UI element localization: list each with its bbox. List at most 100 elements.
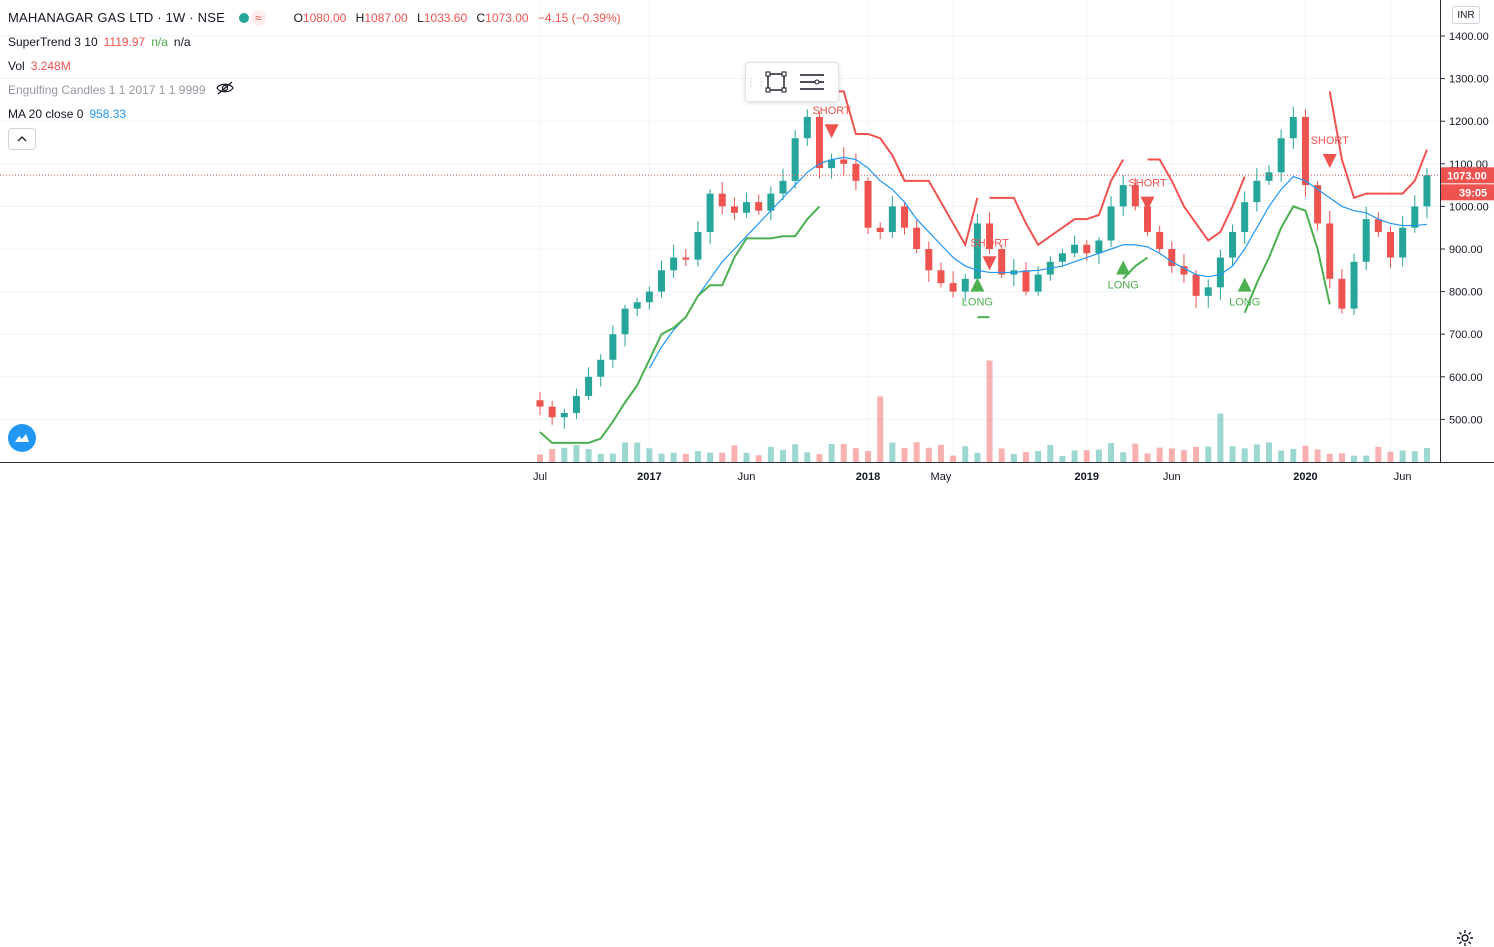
volume-bar [1302, 445, 1309, 462]
candle-body [1144, 206, 1151, 232]
short-label: SHORT [812, 105, 851, 117]
long-label: LONG [1229, 297, 1260, 309]
candle-body [1350, 261, 1358, 309]
lines-settings-icon [800, 74, 824, 90]
volume-bar [707, 452, 714, 462]
time-axis[interactable]: Jul 2017 Jun 2018 May 2019 Jun 2020 Jun [0, 462, 1494, 946]
candle-body [670, 257, 678, 271]
volume-bar [1363, 455, 1370, 462]
candle-body [621, 308, 629, 335]
short-arrow [1322, 154, 1337, 169]
supertrend-row[interactable]: SuperTrend 3 10 1119.97 n/a n/a [8, 30, 627, 54]
volume-bar [1253, 444, 1260, 462]
candle-body [791, 138, 799, 181]
candle-body [1423, 175, 1431, 207]
candle-body [961, 278, 969, 292]
volume-bar [694, 451, 701, 462]
candle-body [888, 206, 896, 232]
volume-bar [1083, 450, 1090, 462]
price-tick-label: 1000.00 [1449, 201, 1489, 213]
candle-body [1204, 287, 1212, 296]
market-status-dot [239, 13, 249, 23]
price-tick-label: 1200.00 [1449, 116, 1489, 128]
volume-bar [1290, 448, 1297, 462]
candle-body [633, 302, 641, 309]
drag-handle-icon[interactable]: ⋮⋮ [746, 76, 766, 88]
volume-bar [1180, 450, 1187, 462]
candle-body [1338, 278, 1346, 309]
price-tick-label: 1300.00 [1449, 74, 1489, 86]
long-arrow [970, 277, 985, 292]
candle-body [1326, 223, 1334, 279]
ohlc-low-label: L [417, 11, 424, 25]
gear-icon[interactable] [1456, 929, 1474, 947]
candle-body [1058, 253, 1066, 262]
collapse-legend-button[interactable] [8, 128, 36, 150]
candle-body [901, 206, 908, 228]
candle-body [1289, 116, 1297, 139]
ohlc-high-label: H [355, 11, 365, 25]
supertrend-up-line [539, 205, 821, 444]
volume-bar [986, 360, 993, 462]
volume-bar [1278, 450, 1285, 462]
supertrend-down-line [831, 90, 979, 248]
candle-body [815, 116, 823, 169]
volume-row[interactable]: Vol 3.248M [8, 54, 627, 78]
volume-bar [731, 445, 738, 462]
engulfing-row[interactable]: Engulfing Candles 1 1 2017 1 1 9999 [8, 78, 627, 102]
tradingview-logo[interactable] [8, 424, 36, 452]
volume-bar [816, 454, 823, 462]
candle-body [1034, 274, 1042, 292]
ma-line [648, 156, 1428, 369]
countdown-label: 39:05 [1459, 187, 1487, 199]
time-tick-label: Jun [1394, 471, 1412, 483]
volume-bar [937, 444, 944, 462]
currency-badge[interactable]: INR [1452, 6, 1480, 24]
volume-bar [865, 450, 872, 462]
long-arrow [1116, 260, 1131, 275]
candle-body [1180, 266, 1188, 275]
volume-bar [682, 453, 689, 462]
volume-bar [670, 452, 677, 462]
volume-bar [634, 442, 641, 462]
candle-body [1022, 270, 1030, 292]
candle-body [560, 413, 568, 418]
candle-body [937, 270, 945, 284]
candle-body [1399, 227, 1407, 258]
volume-bar [877, 396, 884, 462]
volume-bar [561, 447, 568, 462]
candle-body [840, 159, 848, 164]
candle-body [743, 202, 751, 213]
price-axis[interactable]: 500.00 600.00 700.00 800.00 900.00 1000.00 110… [1440, 0, 1494, 462]
candle-body [779, 180, 787, 194]
volume-bar [1095, 449, 1102, 462]
supertrend-down-line [1147, 158, 1246, 242]
volume-bar [1059, 455, 1066, 462]
volume-bar [1229, 446, 1236, 462]
volume-bar [840, 443, 847, 462]
time-tick-label: Jun [738, 471, 756, 483]
candle-body [755, 202, 763, 211]
volume-bar [1193, 446, 1200, 462]
volume-bar [1035, 451, 1042, 462]
wave-icon[interactable]: ≈ [251, 10, 266, 26]
eye-hidden-icon[interactable] [215, 78, 234, 102]
chevron-up-icon [17, 136, 27, 142]
candle-body [973, 223, 981, 279]
short-arrow [1140, 196, 1155, 211]
volume-bar [925, 447, 932, 462]
ma-name: MA 20 close 0 [8, 107, 84, 121]
volume-bar [1411, 451, 1418, 462]
ohlc-low-value: 1033.60 [423, 11, 468, 25]
chart-pane[interactable]: SHORT LONG SHORT LONG SHORT LONG SHORT [0, 0, 1440, 462]
symbol-title[interactable]: MAHANAGAR GAS LTD · 1W · NSE [8, 10, 225, 25]
price-chart-svg[interactable]: SHORT LONG SHORT LONG SHORT LONG SHORT [0, 0, 1440, 462]
volume-bar [974, 452, 981, 462]
candle-body [1301, 116, 1309, 186]
candle-body [1071, 244, 1079, 254]
settings-lines-button[interactable] [794, 66, 830, 98]
ma-row[interactable]: MA 20 close 0 958.33 [8, 102, 627, 126]
candle-body [1265, 172, 1273, 181]
countdown-tag [1441, 184, 1494, 201]
rectangle-tool-button[interactable] [758, 66, 794, 98]
